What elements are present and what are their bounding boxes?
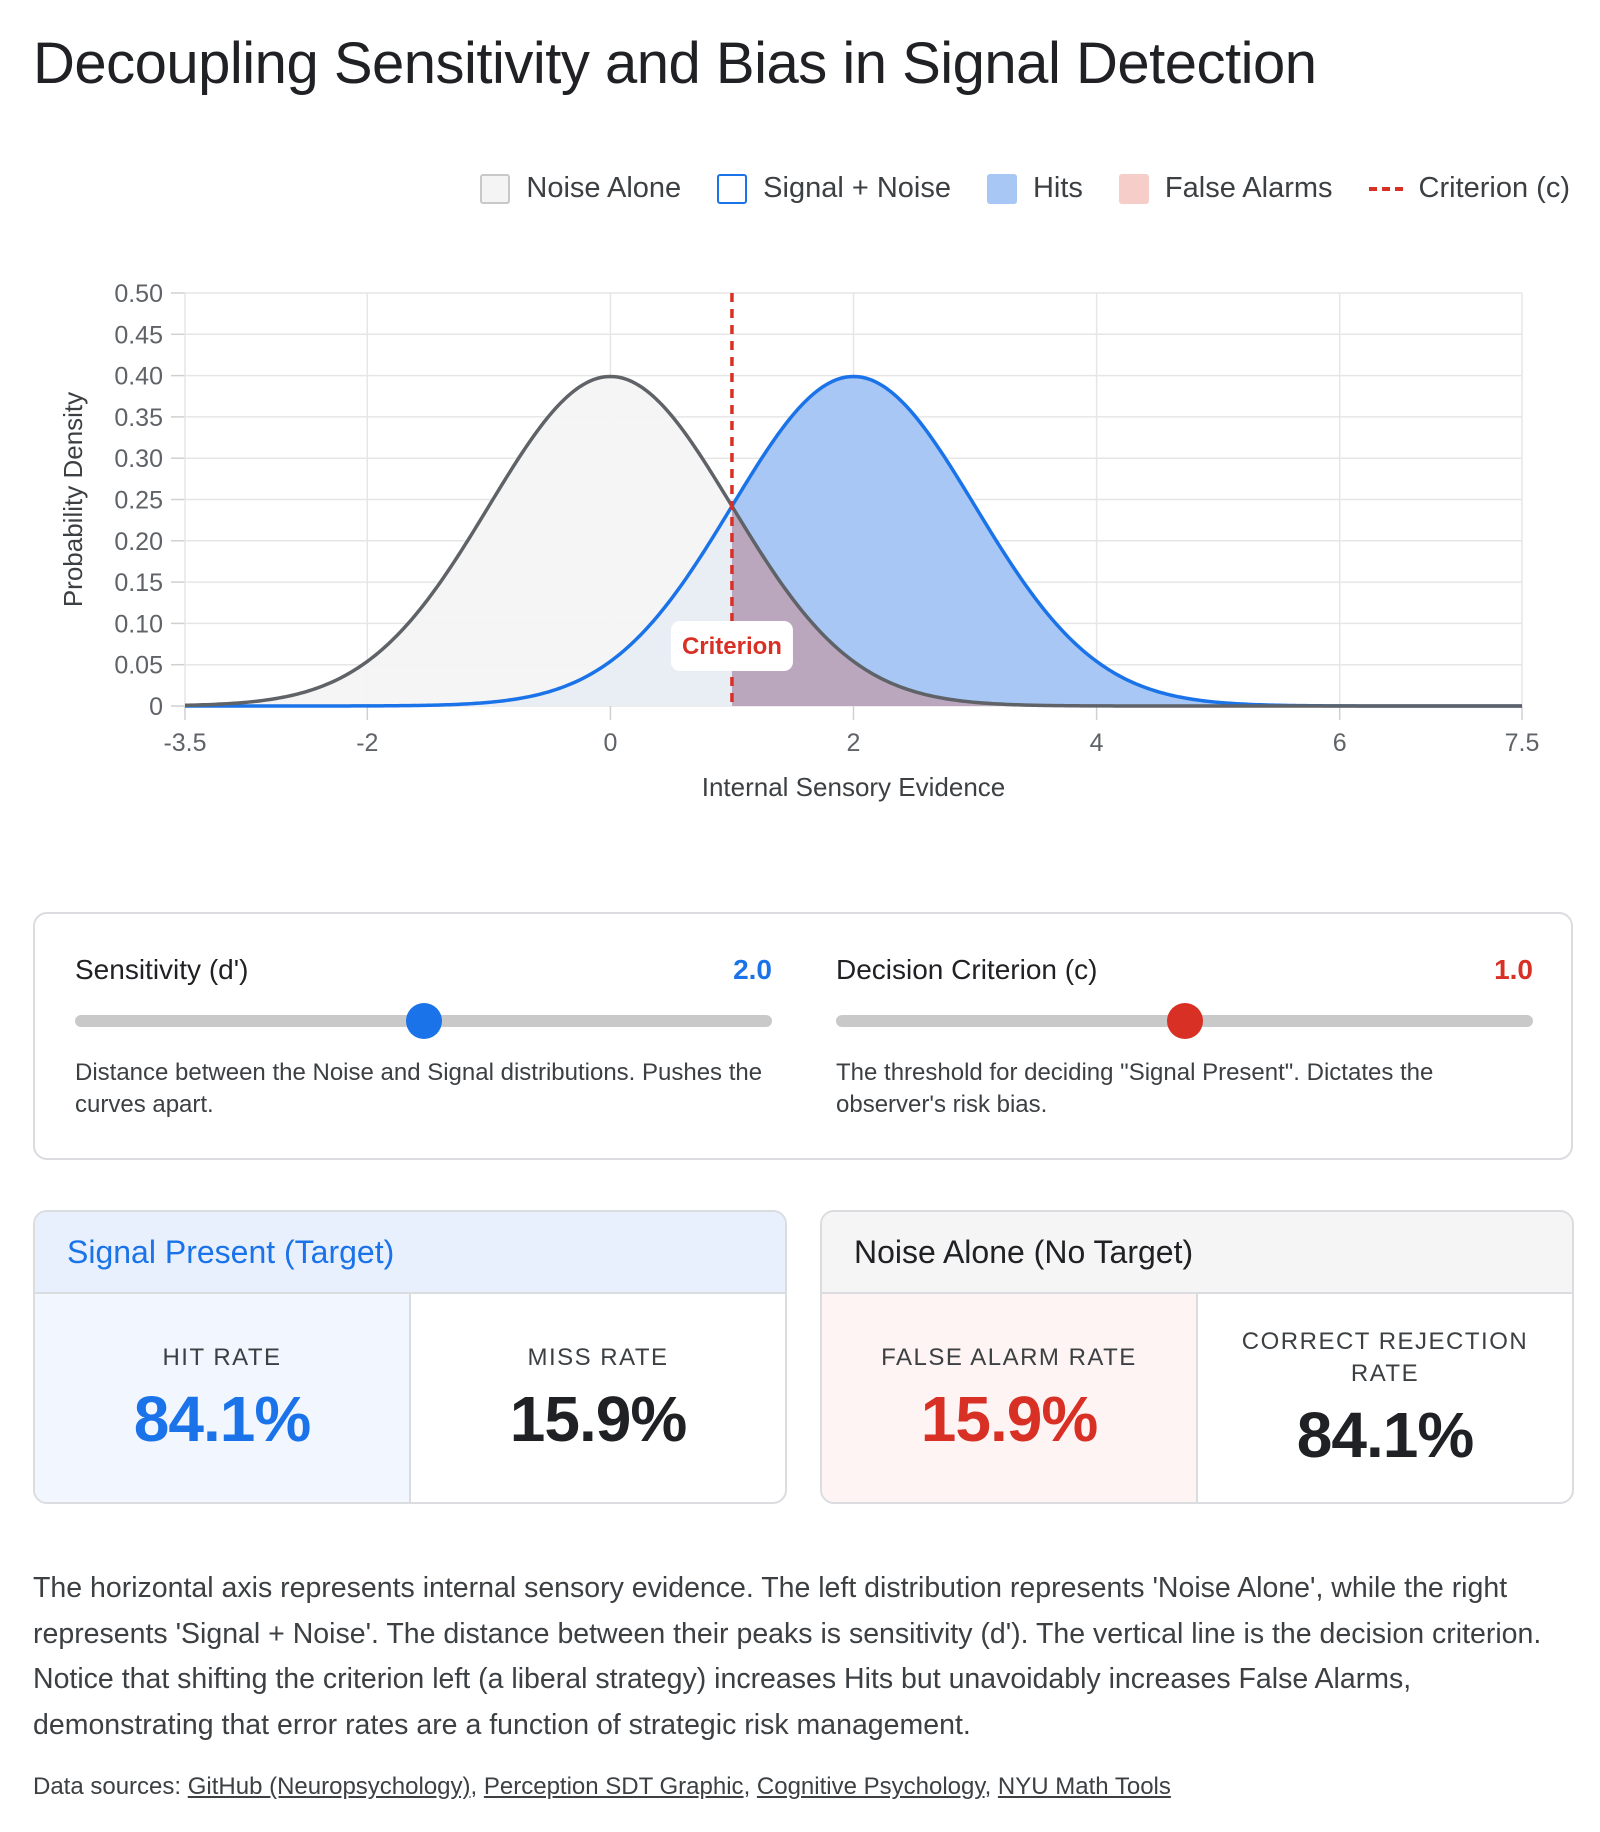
criterion-slider[interactable] [836, 1003, 1533, 1039]
criterion-layer: Criterion [670, 293, 793, 706]
legend-item-hits[interactable]: Hits [986, 172, 1083, 205]
false-alarm-rate-cell: FALSE ALARM RATE 15.9% [822, 1294, 1196, 1502]
y-tick-label: 0.35 [114, 404, 163, 432]
legend-item-false-alarms[interactable]: False Alarms [1118, 172, 1333, 205]
hit-rate-cell: HIT RATE 84.1% [35, 1294, 409, 1502]
legend-swatch-noise [480, 173, 511, 204]
y-axis-title: Probability Density [58, 392, 88, 607]
miss-rate-label: MISS RATE [527, 1344, 669, 1371]
legend-label-false-alarms: False Alarms [1164, 172, 1333, 204]
legend-label-hits: Hits [1032, 172, 1083, 204]
legend-label-noise: Noise Alone [526, 172, 682, 204]
controls-panel: Sensitivity (d') 2.0 Distance between th… [33, 912, 1573, 1160]
y-tick-label: 0 [149, 693, 163, 721]
correct-rejection-rate-label: CORRECT REJECTION RATE [1241, 1328, 1529, 1387]
false-alarm-rate-label: FALSE ALARM RATE [881, 1344, 1137, 1371]
x-tick-label: 0 [603, 729, 617, 757]
page-title: Decoupling Sensitivity and Bias in Signa… [33, 31, 1317, 96]
y-tick-label: 0.25 [114, 487, 163, 515]
false-alarm-area [731, 506, 1522, 706]
source-link-github[interactable]: GitHub (Neuropsychology) [187, 1773, 471, 1800]
legend-item-criterion[interactable]: Criterion (c) [1368, 172, 1570, 205]
y-tick-label: 0.20 [114, 528, 163, 556]
chart-lines [184, 374, 1522, 708]
signal-present-card: Signal Present (Target) HIT RATE 84.1% M… [33, 1210, 787, 1504]
noise-alone-title: Noise Alone (No Target) [822, 1212, 1572, 1294]
correct-rejection-rate-value: 84.1% [1296, 1399, 1474, 1471]
noise-alone-card: Noise Alone (No Target) FALSE ALARM RATE… [820, 1210, 1574, 1504]
y-tick-label: 0.15 [114, 569, 163, 597]
sensitivity-label: Sensitivity (d') [75, 954, 249, 985]
x-tick-label: 4 [1090, 729, 1104, 757]
false-alarm-rate-value: 15.9% [920, 1383, 1098, 1455]
criterion-label: Criterion [682, 633, 782, 660]
y-tick-label: 0.40 [114, 363, 163, 391]
miss-rate-value: 15.9% [509, 1383, 687, 1455]
y-tick-label: 0.10 [114, 610, 163, 638]
x-tick-label: 7.5 [1505, 729, 1540, 757]
source-link-cognitive[interactable]: Cognitive Psychology [756, 1773, 985, 1800]
legend-swatch-criterion [1368, 186, 1403, 191]
sensitivity-control: Sensitivity (d') 2.0 Distance between th… [75, 954, 772, 1121]
hits-area [731, 376, 1522, 706]
sensitivity-slider[interactable] [75, 1003, 772, 1039]
x-tick-label: 2 [847, 729, 861, 757]
y-tick-label: 0.05 [114, 652, 163, 680]
miss-rate-cell: MISS RATE 15.9% [409, 1294, 785, 1502]
explanation-text: The horizontal axis represents internal … [33, 1572, 1542, 1741]
source-link-perception[interactable]: Perception SDT Graphic [483, 1773, 744, 1800]
legend-swatch-signal [717, 173, 748, 204]
correct-rejection-rate-cell: CORRECT REJECTION RATE 84.1% [1196, 1294, 1572, 1502]
legend-label-signal: Signal + Noise [763, 172, 951, 204]
legend-swatch-hits [986, 173, 1017, 204]
criterion-description: The threshold for deciding "Signal Prese… [836, 1059, 1434, 1118]
hit-rate-label: HIT RATE [162, 1344, 282, 1371]
x-tick-label: -3.5 [163, 729, 206, 757]
y-tick-label: 0.45 [114, 321, 163, 349]
sensitivity-slider-thumb[interactable] [405, 1003, 442, 1039]
legend-swatch-false-alarms [1118, 173, 1149, 204]
sources-prefix: Data sources: [33, 1773, 188, 1800]
miss-area [185, 506, 732, 706]
x-axis-title: Internal Sensory Evidence [702, 772, 1006, 802]
legend-item-signal[interactable]: Signal + Noise [717, 172, 951, 205]
hit-rate-value: 84.1% [133, 1383, 311, 1455]
signal-present-title: Signal Present (Target) [35, 1212, 785, 1294]
x-tick-label: 6 [1333, 729, 1347, 757]
sensitivity-value: 2.0 [733, 954, 772, 985]
criterion-value: 1.0 [1494, 954, 1533, 985]
x-tick-label: -2 [356, 729, 378, 757]
data-sources: Data sources: GitHub (Neuropsychology), … [33, 1773, 1171, 1800]
criterion-slider-thumb[interactable] [1166, 1003, 1203, 1039]
criterion-control: Decision Criterion (c) 1.0 The threshold… [836, 954, 1533, 1121]
legend-item-noise[interactable]: Noise Alone [480, 172, 681, 205]
noise-alone-curve [184, 374, 1522, 708]
criterion-label: Decision Criterion (c) [836, 954, 1098, 985]
y-tick-label: 0.30 [114, 445, 163, 473]
chart-axes: 0 0.05 0.10 0.15 0.20 0.25 0.30 0.35 0.40 0.45 0.5… [58, 280, 1539, 802]
legend-label-criterion: Criterion (c) [1418, 172, 1570, 204]
sdt-chart: 0 0.05 0.10 0.15 0.20 0.25 0.30 0.35 0.40 0.45 0.5… [58, 280, 1539, 802]
sensitivity-description: Distance between the Noise and Signal di… [75, 1059, 763, 1118]
source-link-nyu[interactable]: NYU Math Tools [997, 1773, 1171, 1800]
chart-legend: Noise Alone Signal + Noise Hits False Al… [480, 172, 1570, 205]
y-tick-label: 0.50 [114, 280, 163, 308]
criterion-label-box [670, 621, 793, 671]
